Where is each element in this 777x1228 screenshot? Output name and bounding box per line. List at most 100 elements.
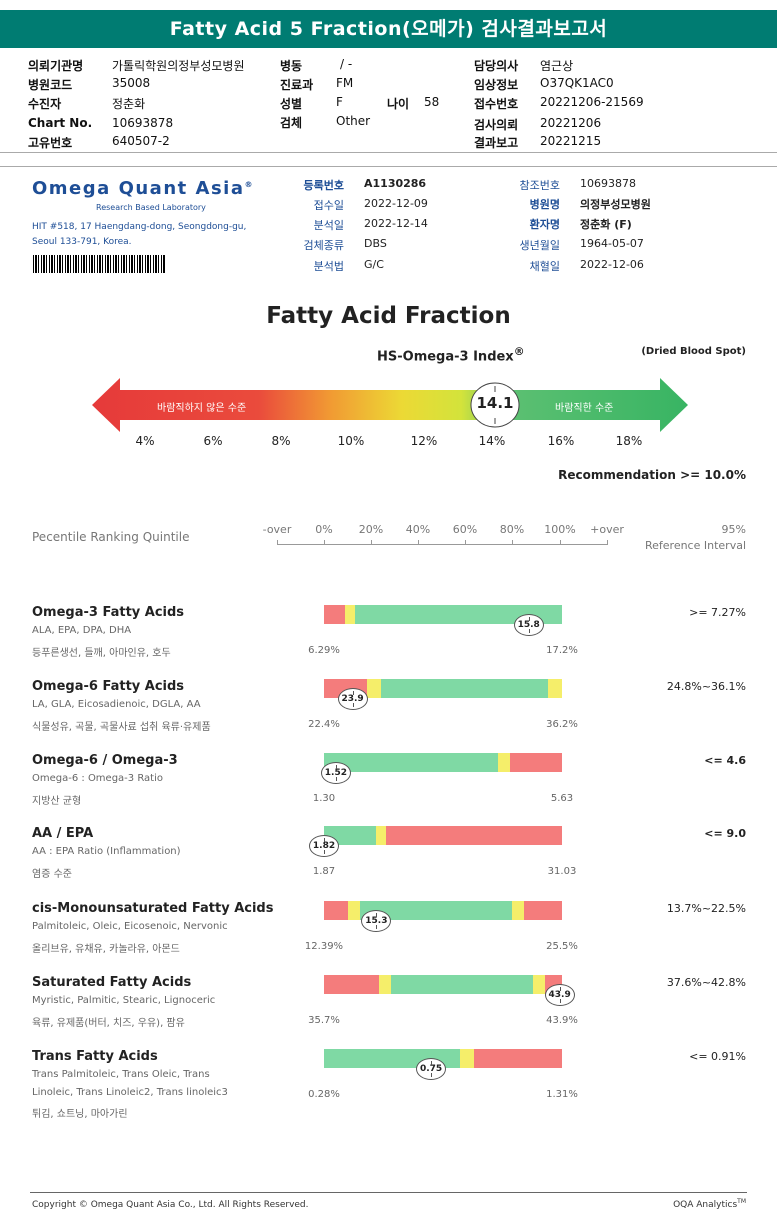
barcode (33, 255, 165, 273)
measure-food-sources: 등푸른생선, 들깨, 아마인유, 호두 (32, 648, 171, 659)
measure-title: Omega-6 / Omega-3 (32, 753, 178, 768)
anal-label: 분석일 (313, 219, 344, 232)
report-label: 결과보고 (474, 136, 519, 150)
reg-value: A1130286 (364, 177, 427, 190)
request-value: 20221206 (540, 116, 602, 130)
measure-bar-segment (390, 975, 534, 994)
age-value: 58 (424, 95, 440, 109)
header-divider (0, 152, 777, 153)
scale-tick-label: 60% (452, 523, 478, 536)
index-tick-label: 8% (271, 434, 291, 448)
measure-reference: 37.6%~42.8% (666, 976, 746, 989)
measure-bar-segment (324, 753, 498, 772)
scale-tick (324, 540, 325, 545)
measure-bar-segment (547, 679, 562, 698)
scale-tick-label: +over (590, 523, 624, 536)
reference-subtitle: Reference Interval (644, 539, 746, 552)
index-value: 14.1 (476, 394, 514, 412)
measure-components: Trans Palmitoleic, Trans Oleic, Trans (32, 1069, 210, 1080)
measure-title: Trans Fatty Acids (32, 1049, 158, 1064)
measure-min: 0.28% (308, 1089, 340, 1100)
brand-name: OQA Analytics (673, 1200, 738, 1210)
measure-reference: <= 9.0 (704, 827, 746, 840)
lab-tagline: Research Based Laboratory (96, 203, 206, 212)
hosp-value: 의정부성모병원 (580, 198, 651, 211)
measure-components: Omega-6 : Omega-3 Ratio (32, 773, 164, 784)
reg-label: 등록번호 (303, 179, 344, 192)
measure-reference: <= 4.6 (704, 754, 746, 767)
measure-bar-segment (366, 679, 382, 698)
measure-value-marker: 1.52 (320, 762, 351, 784)
specimen-label: 검체 (280, 116, 303, 130)
measure-bar-segment (354, 605, 562, 624)
dob-value: 1964-05-07 (580, 237, 644, 250)
draw-value: 2022-12-06 (580, 258, 644, 271)
scale-tick (607, 540, 608, 545)
measure-value-marker: 15.3 (361, 910, 392, 932)
percentile-label: Pecentile Ranking Quintile (32, 530, 190, 544)
type-label: 검체종류 (303, 239, 344, 252)
measure-title: cis-Monounsaturated Fatty Acids (32, 901, 274, 916)
measure-title: Saturated Fatty Acids (32, 975, 192, 990)
measure-bar-segment (533, 975, 546, 994)
recommendation: Recommendation >= 10.0% (558, 468, 746, 482)
measure-title: Omega-3 Fatty Acids (32, 605, 185, 620)
measure-bar-segment (376, 826, 386, 845)
dob-label: 생년월일 (519, 239, 560, 252)
measure-food-sources: 지방산 균형 (32, 796, 82, 807)
receipt-value: 20221206-21569 (540, 95, 644, 109)
specimen-note: (Dried Blood Spot) (641, 346, 746, 357)
omega3-index-arrow (92, 378, 688, 432)
measure-bar-segment (385, 826, 562, 845)
header-divider-2 (0, 166, 777, 167)
index-tick-label: 4% (135, 434, 155, 448)
measure-bar (324, 975, 562, 994)
measure-value-marker: 23.9 (337, 688, 368, 710)
dept-label: 진료과 (280, 78, 314, 92)
measure-components-2: Linoleic, Trans Linoleic2, Trans linolei… (32, 1087, 228, 1098)
measure-value-marker: 0.75 (416, 1058, 447, 1080)
scale-tick (560, 540, 561, 545)
scale-tick (465, 540, 466, 545)
scale-tick-label: 40% (405, 523, 431, 536)
measure-value-marker: 15.8 (513, 614, 544, 636)
measure-bar (324, 901, 562, 920)
index-tick-label: 6% (203, 434, 223, 448)
scale-axis (277, 544, 607, 545)
measure-bar-segment (509, 753, 562, 772)
lab-address-1: HIT #518, 17 Haengdang-dong, Seongdong-g… (32, 222, 247, 232)
measure-bar-segment (378, 975, 391, 994)
measure-bar-segment (345, 605, 355, 624)
scale-tick-label: 80% (499, 523, 525, 536)
scale-tick-label: 20% (358, 523, 384, 536)
measure-title: Omega-6 Fatty Acids (32, 679, 185, 694)
index-tick-label: 16% (547, 434, 575, 448)
index-tick-label: 18% (615, 434, 643, 448)
undesirable-label: 바람직하지 않은 수준 (157, 403, 247, 414)
scale-tick (371, 540, 372, 545)
clinical-label: 임상정보 (474, 78, 519, 92)
institution-value: 가톨릭학원의정부성모병원 (112, 59, 245, 73)
measure-max: 5.63 (550, 793, 574, 804)
measure-bar-segment (523, 901, 562, 920)
measure-min: 35.7% (308, 1015, 340, 1026)
anal-value: 2022-12-14 (364, 217, 428, 230)
measure-reference: 13.7%~22.5% (666, 902, 746, 915)
lab-name: Omega Quant Asia (32, 178, 245, 199)
unique-value: 640507-2 (112, 134, 170, 148)
measure-bar-segment (512, 901, 524, 920)
recv-value: 2022-12-09 (364, 197, 428, 210)
measure-title: AA / EPA (32, 826, 94, 841)
scale-tick-label: -over (262, 523, 292, 536)
measure-bar-segment (381, 679, 548, 698)
lab-address-2: Seoul 133-791, Korea. (32, 237, 132, 247)
copyright: Copyright © Omega Quant Asia Co., Ltd. A… (32, 1200, 309, 1210)
measure-bar (324, 753, 562, 772)
measure-components: AA : EPA Ratio (Inflammation) (32, 846, 181, 857)
hosp-label: 병원명 (529, 198, 560, 211)
measure-bar-segment (473, 1049, 562, 1068)
index-tick-label: 12% (410, 434, 438, 448)
ref-label: 참조번호 (519, 179, 560, 192)
measure-min: 6.29% (308, 645, 340, 656)
method-value: G/C (364, 258, 384, 271)
